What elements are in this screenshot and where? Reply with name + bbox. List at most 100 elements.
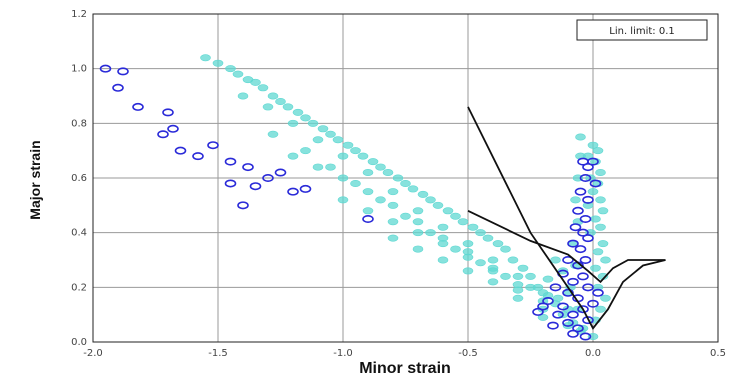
blue-data-point — [577, 228, 589, 237]
cyan-data-point — [325, 163, 336, 171]
blue-data-point — [532, 307, 544, 316]
cyan-data-point — [595, 196, 606, 204]
plot-frame — [92, 13, 719, 343]
blue-data-point — [157, 130, 169, 139]
blue-data-point — [567, 239, 579, 248]
cyan-data-point — [400, 179, 411, 187]
cyan-data-point — [570, 196, 581, 204]
forming-limit-curve — [467, 106, 666, 330]
cyan-data-point — [362, 188, 374, 196]
cyan-data-point — [595, 169, 606, 177]
blue-data-point — [592, 288, 604, 297]
cyan-data-point — [457, 218, 469, 226]
cyan-data-point — [582, 201, 594, 209]
cyan-data-point — [500, 245, 511, 253]
blue-data-point — [567, 277, 579, 286]
cyan-data-point — [312, 136, 324, 144]
blue-data-point — [587, 157, 599, 166]
blue-data-point — [569, 223, 582, 232]
blue-data-point — [582, 195, 594, 204]
cyan-data-point — [350, 147, 361, 155]
y-tick-label: 0.4 — [71, 228, 87, 239]
blue-data-point — [132, 102, 144, 111]
cyan-data-point — [512, 272, 524, 280]
cyan-data-point — [417, 190, 429, 198]
blue-data-point — [542, 296, 554, 305]
y-axis-label: Major strain — [27, 140, 43, 219]
cyan-data-point — [275, 97, 286, 105]
cyan-data-point — [362, 207, 374, 215]
blue-data-point — [274, 168, 287, 177]
cyan-data-point — [467, 223, 479, 231]
cyan-data-point — [450, 245, 461, 253]
cyan-data-point — [232, 70, 244, 78]
legend-frame — [576, 19, 708, 41]
cyan-data-point — [512, 294, 524, 302]
cyan-data-point — [437, 240, 449, 248]
cyan-data-point — [375, 163, 386, 171]
cyan-data-point — [325, 130, 336, 138]
x-tick-label: -1.0 — [333, 348, 353, 359]
cyan-data-point — [542, 275, 554, 283]
cyan-data-point — [367, 158, 379, 166]
blue-data-point — [562, 288, 574, 297]
grid-lines — [92, 13, 719, 343]
blue-data-point — [549, 283, 562, 292]
cyan-data-point — [537, 313, 549, 321]
blue-data-point — [577, 305, 589, 314]
y-tick-label: 0.8 — [71, 118, 87, 129]
cyan-data-point — [267, 130, 279, 138]
cyan-data-point — [482, 234, 494, 242]
cyan-data-point — [507, 256, 519, 264]
blue-data-point — [574, 245, 587, 254]
cyan-data-point — [200, 54, 211, 62]
cyan-data-point — [212, 59, 224, 67]
scatter-points — [99, 54, 611, 341]
blue-data-point — [99, 64, 112, 73]
cyan-data-point — [267, 92, 279, 100]
cyan-data-point — [292, 108, 304, 116]
cyan-data-point — [597, 240, 609, 248]
legend-box: Lin. limit: 0.1 — [576, 19, 708, 41]
blue-data-point — [167, 124, 179, 133]
cyan-data-point — [525, 283, 536, 291]
blue-data-point — [547, 321, 559, 330]
cyan-data-point — [512, 286, 524, 294]
cyan-data-point — [337, 152, 349, 160]
y-tick-label: 1.2 — [71, 9, 87, 20]
cyan-data-point — [587, 188, 599, 196]
cyan-data-point — [375, 196, 386, 204]
cyan-data-point — [600, 294, 611, 302]
y-tick-label: 0.6 — [71, 173, 87, 184]
cyan-data-point — [387, 234, 399, 242]
cyan-data-point — [450, 212, 461, 220]
cyan-data-point — [407, 185, 419, 193]
cyan-data-point — [362, 169, 374, 177]
cyan-data-point — [442, 207, 454, 215]
cyan-data-point — [257, 84, 269, 92]
x-tick-label: -1.5 — [208, 348, 228, 359]
legend-text: Lin. limit: 0.1 — [609, 26, 675, 37]
blue-data-point — [249, 182, 262, 191]
blue-data-point — [567, 329, 579, 338]
cyan-data-point — [307, 119, 319, 127]
cyan-data-point — [462, 267, 474, 275]
cyan-data-point — [550, 256, 561, 264]
blue-data-point — [562, 255, 574, 264]
blue-data-point — [224, 157, 237, 166]
blue-data-point — [207, 141, 219, 150]
x-tick-label: -0.5 — [458, 348, 478, 359]
blue-data-point — [587, 299, 599, 308]
blue-data-point — [262, 174, 274, 183]
blue-data-point — [237, 201, 249, 210]
cyan-data-point — [412, 245, 424, 253]
cyan-data-point — [537, 289, 549, 297]
blue-data-point — [582, 234, 594, 243]
blue-data-point — [557, 302, 569, 311]
cyan-data-point — [592, 147, 604, 155]
cyan-data-point — [312, 163, 324, 171]
cyan-data-point — [250, 78, 261, 86]
blue-data-point — [572, 206, 584, 215]
cyan-data-point — [595, 223, 606, 231]
